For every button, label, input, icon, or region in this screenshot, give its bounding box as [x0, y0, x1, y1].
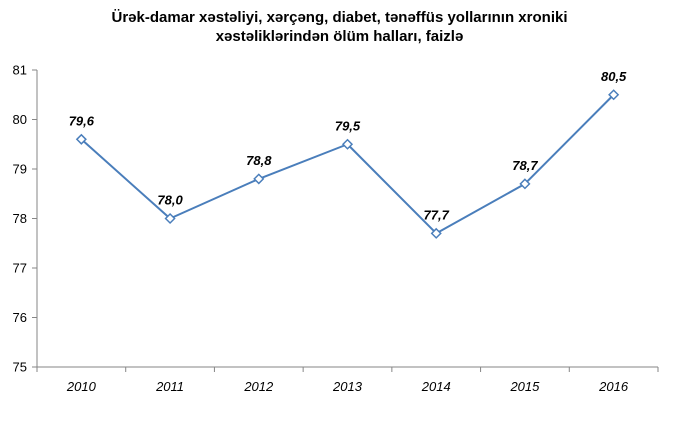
data-point-marker [608, 89, 620, 101]
data-point-marker [519, 178, 531, 190]
data-label: 78,8 [246, 153, 272, 168]
data-label: 78,7 [512, 158, 538, 173]
chart-title-line-2: xəstəliklərindən ölüm halları, faizlə [215, 28, 464, 45]
chart-title: Ürək-damar xəstəliyi, xərçəng, diabet, t… [0, 8, 679, 46]
x-tick-label: 2010 [66, 379, 97, 394]
data-point-marker [430, 227, 442, 239]
data-point-marker [253, 173, 265, 185]
x-tick-label: 2012 [243, 379, 274, 394]
x-tick-label: 2014 [421, 379, 451, 394]
x-tick-label: 2015 [509, 379, 540, 394]
data-point-marker [164, 212, 176, 225]
y-tick-label: 81 [13, 63, 27, 78]
data-label: 77,7 [424, 207, 450, 222]
data-point-marker [341, 138, 354, 150]
x-tick-label: 2013 [332, 379, 363, 394]
y-tick-label: 79 [13, 162, 27, 177]
x-tick-label: 2016 [598, 379, 629, 394]
data-point-marker [75, 133, 87, 145]
data-label: 78,0 [157, 193, 183, 208]
chart-title-line-1: Ürək-damar xəstəliyi, xərçəng, diabet, t… [111, 9, 568, 26]
y-tick-label: 75 [13, 360, 27, 375]
data-label: 80,5 [601, 69, 627, 84]
data-label: 79,5 [335, 118, 361, 133]
y-tick-label: 77 [13, 261, 27, 276]
y-tick-label: 80 [13, 112, 27, 127]
y-tick-label: 76 [13, 310, 27, 325]
x-tick-label: 2011 [155, 379, 184, 394]
y-tick-label: 78 [13, 211, 27, 226]
data-label: 79,6 [69, 113, 95, 128]
